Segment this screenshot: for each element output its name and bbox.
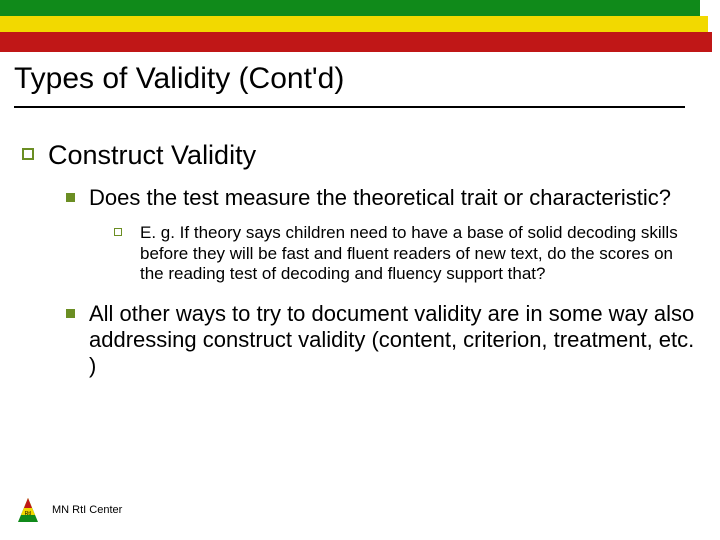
list-item: Construct Validity	[22, 140, 698, 171]
top-banner	[0, 0, 720, 56]
banner-bar-yellow	[0, 16, 708, 32]
bullet-hollow-small-square-icon	[114, 228, 122, 236]
heading-text: Construct Validity	[48, 140, 256, 171]
point-text: All other ways to try to document validi…	[89, 301, 698, 379]
mn-logo-icon: RtI	[14, 496, 42, 524]
list-item: E. g. If theory says children need to ha…	[114, 223, 698, 285]
slide-title: Types of Validity (Cont'd)	[14, 62, 706, 104]
logo-label: RtI	[25, 511, 31, 517]
footer: RtI MN RtI Center	[14, 496, 122, 524]
subpoint-text: E. g. If theory says children need to ha…	[140, 223, 698, 285]
bullet-filled-square-icon	[66, 309, 75, 318]
banner-bar-red	[0, 32, 712, 52]
footer-label: MN RtI Center	[52, 504, 122, 516]
content-area: Construct Validity Does the test measure…	[22, 140, 698, 389]
title-area: Types of Validity (Cont'd)	[14, 62, 706, 108]
list-item: Does the test measure the theoretical tr…	[66, 185, 698, 211]
slide: Types of Validity (Cont'd) Construct Val…	[0, 0, 720, 540]
bullet-hollow-square-icon	[22, 148, 34, 160]
mn-rti-logo: RtI	[14, 496, 42, 524]
title-underline	[14, 106, 685, 108]
bullet-filled-square-icon	[66, 193, 75, 202]
point-text: Does the test measure the theoretical tr…	[89, 185, 671, 211]
list-item: All other ways to try to document validi…	[66, 301, 698, 379]
